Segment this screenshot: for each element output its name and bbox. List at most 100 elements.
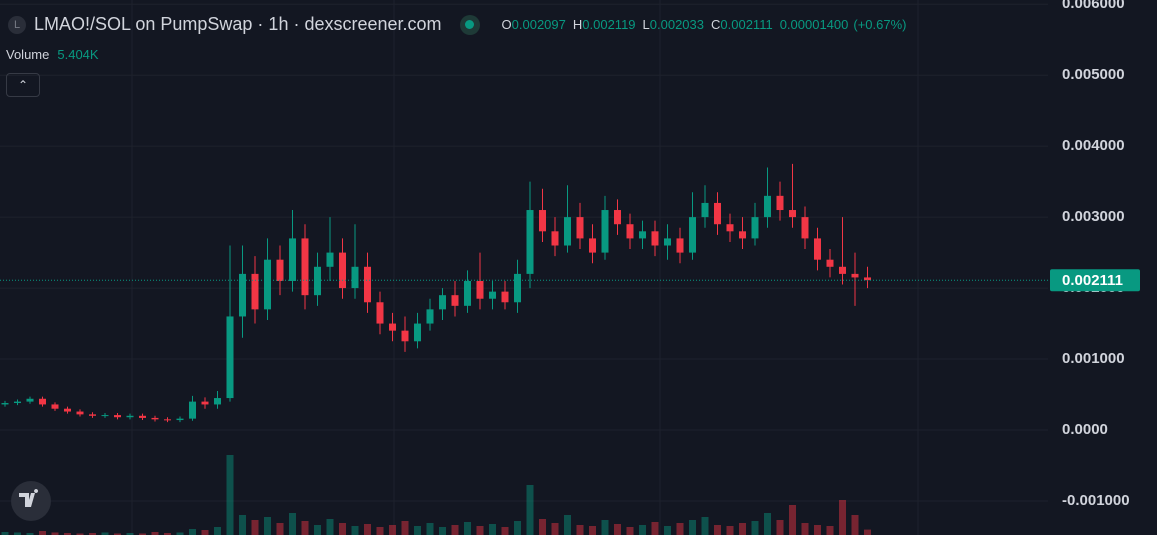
- volume-bar: [214, 527, 221, 535]
- candle-body: [351, 266, 359, 289]
- grid: [0, 3, 1048, 502]
- volume-bar: [414, 526, 421, 535]
- volume-bar: [726, 526, 734, 535]
- candle-body: [864, 277, 871, 281]
- volume-bar: [114, 533, 121, 535]
- volume-bar: [339, 523, 346, 535]
- volume-bar: [776, 520, 784, 535]
- change-percent: (+0.67%): [853, 17, 907, 32]
- volume-bar: [864, 529, 871, 535]
- candle-body: [801, 217, 809, 239]
- volume-bar: [539, 519, 546, 535]
- volume-bar: [839, 500, 846, 535]
- volume-bar: [614, 524, 621, 535]
- candle-body: [126, 415, 134, 418]
- candle-body: [176, 418, 184, 421]
- candle-body: [26, 398, 34, 402]
- y-tick-label: 0.006000: [1062, 0, 1125, 12]
- ohlc-label: C: [711, 17, 721, 32]
- candle-body: [626, 224, 634, 239]
- status-toggle[interactable]: [459, 14, 480, 35]
- volume-bar: [789, 505, 796, 535]
- ohlc-value: 0.002111: [720, 17, 773, 32]
- candle-body: [376, 302, 384, 324]
- chart-title: LMAO!/SOL on PumpSwap · 1h · dexscreener…: [34, 14, 442, 34]
- candle-body: [451, 295, 459, 306]
- candle-body: [401, 330, 409, 342]
- volume-bar: [564, 515, 571, 535]
- ohlc-label: O: [501, 17, 512, 32]
- header: L LMAO!/SOL on PumpSwap · 1h · dexscreen…: [8, 14, 907, 35]
- volume-bar: [126, 533, 134, 535]
- candle-body: [751, 217, 759, 239]
- volume-bar: [801, 523, 809, 535]
- volume-bar: [639, 525, 646, 535]
- candle-body: [601, 210, 609, 253]
- candle-body: [1, 403, 9, 405]
- candle-body: [664, 238, 671, 246]
- candle-body: [489, 291, 496, 299]
- y-tick-label: 0.005000: [1062, 66, 1125, 83]
- last-price-box: [1050, 269, 1140, 292]
- volume-bar: [64, 533, 71, 535]
- last-price-label: 0.002111: [1062, 272, 1123, 289]
- candle-body: [651, 231, 659, 246]
- change-value: 0.00001400: [779, 17, 849, 32]
- candle-body: [814, 238, 821, 260]
- volume-bar: [389, 525, 396, 535]
- volume-bar: [626, 527, 634, 535]
- ohlc-value: 0.002097: [511, 17, 566, 32]
- candle-body: [564, 217, 571, 246]
- volume-bar: [289, 513, 296, 535]
- volume-bar: [326, 519, 334, 535]
- volume-bar: [739, 523, 746, 535]
- volume-bar: [314, 525, 321, 535]
- volume-bar: [676, 523, 684, 535]
- volume-bar: [501, 527, 509, 535]
- candle-body: [464, 280, 471, 306]
- volume-bar: [226, 455, 234, 535]
- candle-body: [264, 259, 271, 310]
- candle-body: [239, 273, 246, 317]
- volume-bar: [26, 533, 34, 535]
- candle-body: [226, 316, 234, 399]
- volume-bar: [376, 527, 384, 535]
- candle-body: [301, 238, 309, 296]
- candle-body: [414, 323, 421, 342]
- volume-bar: [464, 522, 471, 535]
- volume-bar: [764, 513, 771, 535]
- volume-bar: [714, 525, 721, 535]
- candle-body: [826, 259, 834, 267]
- ohlc-legend: O 0.002097 H 0.002119 L 0.002033 C 0.002111 0.00…: [502, 17, 907, 32]
- volume-bar: [189, 529, 196, 535]
- volume-bar: [664, 526, 671, 535]
- volume-bar: [351, 526, 359, 535]
- volume-bar: [176, 532, 184, 535]
- candle-body: [501, 291, 509, 303]
- candle-body: [639, 231, 646, 239]
- volume-bar: [101, 532, 109, 535]
- candle-body: [89, 414, 96, 416]
- volume-bar: [476, 526, 484, 535]
- candle-body: [251, 273, 259, 310]
- y-tick-label: 0.003000: [1062, 208, 1125, 225]
- candle-body: [514, 273, 521, 303]
- volume-bar: [489, 524, 496, 535]
- collapse-button[interactable]: ⌃: [6, 73, 40, 97]
- candle-body: [289, 238, 296, 281]
- symbol-icon: L: [8, 15, 26, 34]
- volume-bar: [164, 533, 171, 535]
- volume-bar: [39, 531, 46, 535]
- volume-bar: [264, 517, 271, 535]
- candle-body: [589, 238, 596, 253]
- volume-bars: [1, 455, 871, 535]
- volume-bar: [526, 485, 534, 535]
- volume-bar: [201, 530, 209, 535]
- candle-body: [64, 408, 71, 412]
- volume-bar: [851, 515, 859, 535]
- volume-bar: [514, 521, 521, 535]
- candle-body: [189, 401, 196, 419]
